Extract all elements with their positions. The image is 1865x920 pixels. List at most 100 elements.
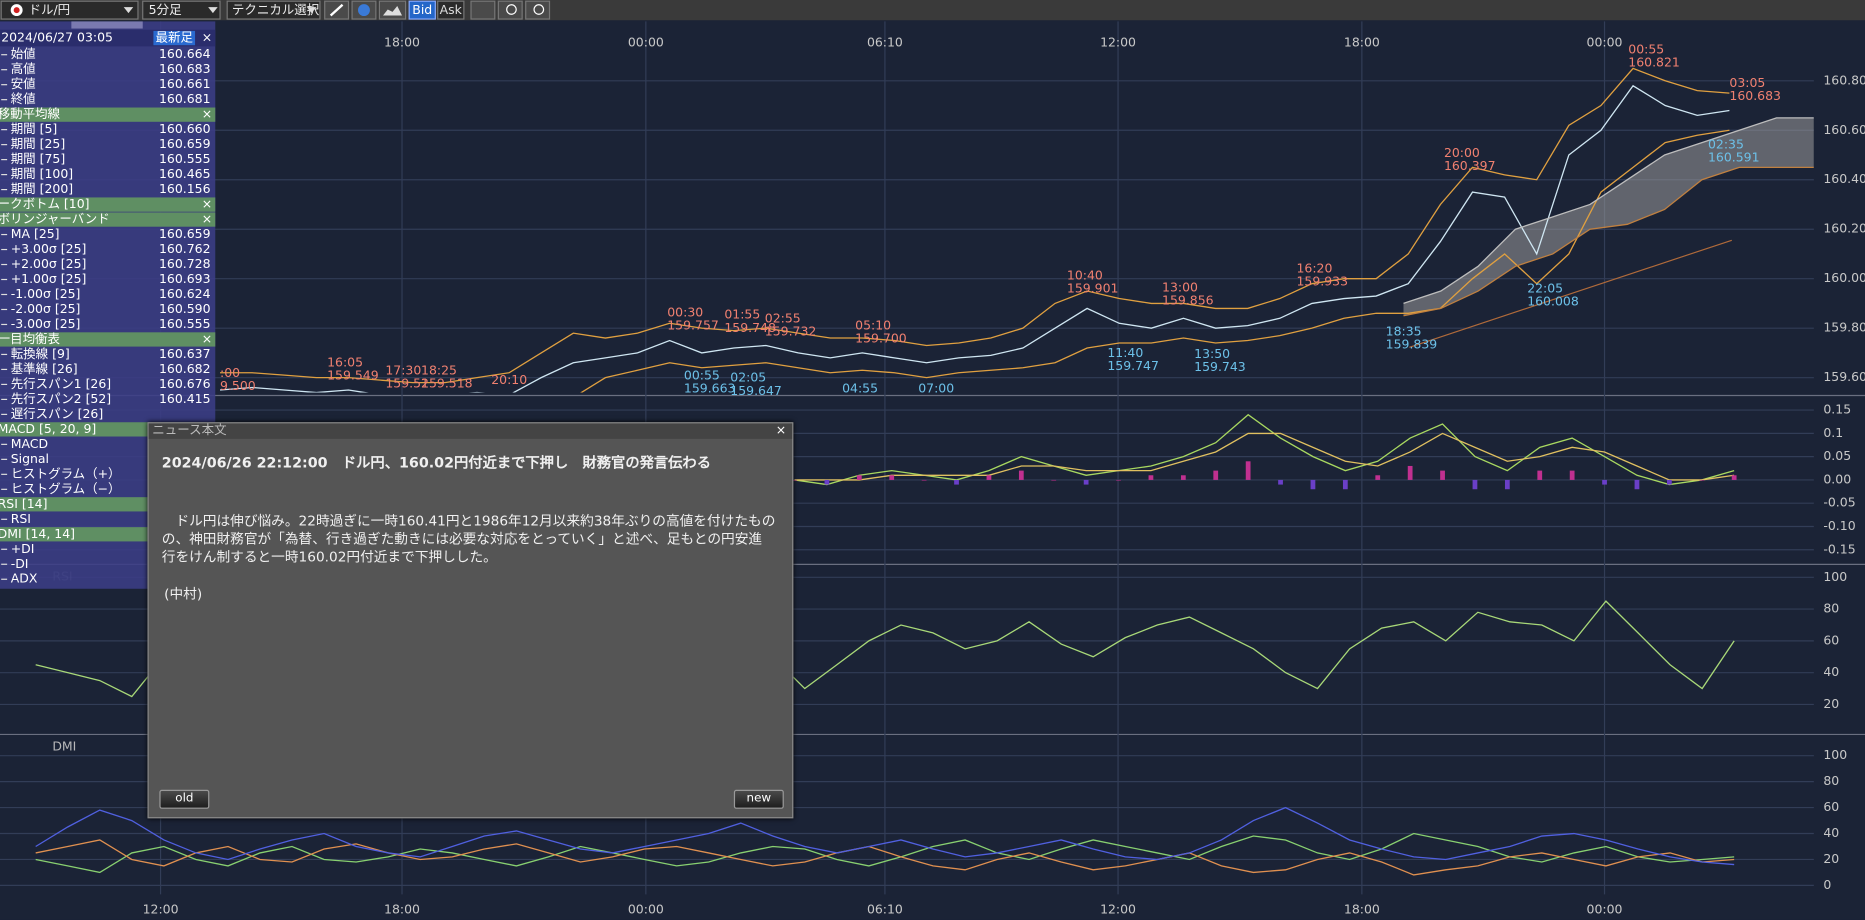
row-value: 160.676 [159,376,211,391]
plots [35,67,1814,876]
section-bg [0,197,216,212]
time-label-top: 06:10 [867,34,903,49]
annotation-time: 02:55 [765,310,801,325]
histogram-bar [1634,479,1640,490]
histogram-bar [986,475,992,480]
news-close[interactable]: × [775,423,787,438]
section-label: 一目均衡表 [0,331,60,346]
next-button[interactable]: new [733,789,784,809]
histogram-bar [1180,475,1186,480]
y-tick-label: 0.05 [1823,448,1851,463]
news-headline: 2024/06/26 22:12:00 ドル円、160.02円付近まで下押し 財… [161,454,711,472]
y-tick-label: 40 [1823,825,1839,840]
annotation-time: 20:00 [1444,145,1480,160]
annotation-time: 01:55 [724,307,760,322]
news-body-line: の、神田財務官が「為替、行き過ぎた動きには必要な対応をとっていく」と述べ、足もと… [161,530,763,548]
annotation-time: 20:10 [491,372,527,387]
histogram-bar [1440,470,1445,480]
histogram-bar [1569,470,1575,480]
annotation-time: 00:55 [684,367,720,382]
y-tick-label: 100 [1823,569,1847,584]
histogram-bar [1602,479,1607,485]
series-line [580,129,1730,393]
row-label: ヒストグラム（+） [11,466,121,481]
news-title-bar: ニュース本文 × [148,423,793,439]
time-label-bottom: 12:00 [1100,901,1136,916]
section-label: ークボトム [10] [0,196,90,211]
info-close[interactable]: × [202,30,212,45]
row-value: 160.681 [159,91,211,106]
grid [0,21,1814,895]
row-label: 期間 [100] [11,166,73,181]
section-bg [0,332,216,347]
annotation-price: 9.500 [220,378,256,393]
flag-icon [13,7,20,14]
time-label-bottom: 12:00 [143,901,179,916]
annotation-price: 159.933 [1296,273,1348,288]
y-tick-label: 20 [1823,851,1839,866]
chart-icon [382,5,403,16]
news-dialog: ニュース本文 × 2024/06/26 22:12:00 ドル円、160.02円付… [147,422,794,819]
y-tick-label: 160.60 [1823,122,1865,137]
series-line [1403,166,1814,317]
row-value: 160.682 [159,361,211,376]
toolbar-bg [0,0,1865,21]
annotation-price: 160.008 [1527,294,1579,309]
histogram-bar [1375,475,1381,480]
time-label-top: 18:00 [384,34,420,49]
zoom-out-button[interactable] [497,0,523,20]
ask-button[interactable] [437,0,465,20]
latest-badge[interactable] [153,30,196,46]
y-tick-label: 0.1 [1823,425,1843,440]
section-label: MACD [5, 20, 9] [0,421,96,436]
zoom-in-button[interactable] [525,0,551,20]
interval-select[interactable] [142,0,221,20]
annotation-time: 16:05 [327,354,363,369]
zoom-icon [533,4,545,15]
histogram-bar [1537,470,1543,480]
prev-button[interactable]: old [159,789,210,809]
row-label: 安値 [11,76,36,91]
row-label: ヒストグラム（−） [11,481,121,496]
chart-style-button[interactable] [378,0,407,20]
row-value: 160.624 [159,286,211,301]
histogram-bar [1051,479,1057,481]
histogram-bar [1407,465,1413,480]
bid-button[interactable] [408,0,436,20]
annotation-time: 02:05 [730,370,766,385]
row-label: 基準線 [26] [11,361,78,376]
annotation-price: 159.647 [730,383,782,398]
y-tick-label: -0.05 [1823,495,1855,510]
pair-select[interactable] [0,0,139,20]
annotation-price: 159.757 [667,317,719,332]
row-value: 160.661 [159,76,211,91]
y-tick-label: 160.40 [1823,171,1865,186]
row-label: RSI [11,511,31,526]
panel-grip[interactable] [71,21,143,29]
tool-button[interactable] [470,0,496,20]
annotation-price: 159.747 [1107,358,1159,373]
row-value: 160.156 [159,181,211,196]
technical-select[interactable] [226,0,321,20]
time-label-top: 00:00 [628,34,664,49]
y-tick-label: 160.20 [1823,221,1865,236]
row-value: 160.465 [159,166,211,181]
bid-label: Bid [412,2,432,17]
time-label-top: 00:00 [1587,34,1623,49]
series-line [794,432,1735,481]
row-label: 終値 [11,91,36,106]
row-label: 高値 [11,61,36,76]
interval-label: 5分足 [149,2,182,17]
y-tick-label: 0.15 [1823,402,1851,417]
row-label: 期間 [5] [11,121,58,136]
annotation-time: 17:30 [385,363,421,378]
annotation-price: 160.821 [1628,55,1680,70]
y-tick-label: 159.80 [1823,320,1865,335]
row-value: 160.762 [159,241,211,256]
section-label: 移動平均線 [0,106,60,121]
y-tick-label: 40 [1823,664,1839,679]
row-value: 160.415 [159,391,211,406]
row-label: 転換線 [9] [11,346,70,361]
